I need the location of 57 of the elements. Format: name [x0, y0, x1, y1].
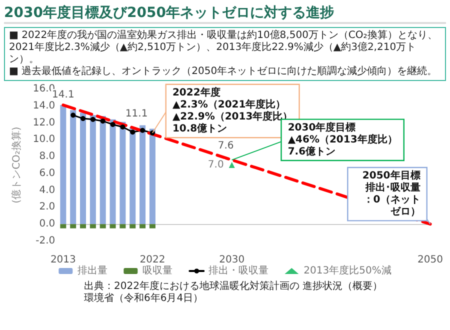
legend-label: 排出・吸収量	[208, 264, 269, 276]
point	[100, 118, 106, 124]
bar	[80, 112, 86, 224]
source-note: 出典：2022年度における地球温暖化対策計画の 進捗状況（概要）	[84, 281, 384, 292]
y-axis-title: (億トンCO₂換算)	[10, 126, 22, 204]
point	[110, 122, 116, 127]
bar	[110, 224, 116, 228]
x-tick-label: 2013	[50, 254, 76, 266]
point	[228, 162, 235, 168]
x-tick-label: 2050	[418, 254, 443, 266]
bar	[100, 116, 106, 224]
point	[120, 124, 126, 130]
bar	[90, 115, 96, 224]
legend-label: 2013年度比50%減	[304, 264, 392, 276]
bar	[120, 224, 126, 228]
annotation: 2050年目標排出･吸収量：0（ネットゼロ）	[362, 170, 420, 218]
legend-label: 排出量	[78, 264, 108, 276]
bar	[60, 105, 66, 224]
data-label: 11.1	[125, 108, 148, 120]
bar	[149, 128, 156, 224]
annotation: 2030年度目標 ▲46%（2013年度比） 7.6億トン	[288, 121, 398, 158]
bar	[120, 122, 126, 224]
data-label: 14.1	[52, 90, 74, 101]
x-tick-label: 2022	[140, 254, 166, 266]
bar	[149, 224, 156, 228]
bar	[70, 110, 76, 224]
y-tick-label: 14.0	[32, 100, 56, 112]
chart-title: 2030年度目標及び2050年ネットゼロに対する進捗	[4, 4, 446, 24]
bar	[140, 125, 146, 224]
text: 環境省（令和6年6月4日）	[84, 293, 204, 305]
point	[130, 130, 136, 135]
y-tick-label: 0.0	[39, 218, 56, 230]
bar	[70, 224, 76, 228]
legend-label: 吸収量	[142, 264, 173, 276]
point	[140, 128, 146, 133]
y-tick-label: 2.0	[39, 202, 56, 213]
bar	[80, 224, 86, 228]
point	[90, 116, 96, 122]
chart-subtitle: ■ 2022年度の我が国の温室効果ガス排出・吸収量は約10億8,500万トン（CO₂換算）となり、2021年度比2.3%減少（▲約2,510万トン）、2013年度比22.9%減少（▲約3億2,210万トン）。 ■ 過去最低値を記録し、オントラック（2050年ネットゼロに向けた順調な減少傾向）を継続。	[4, 27, 446, 81]
bar	[60, 224, 66, 228]
bar	[110, 119, 116, 224]
point	[70, 112, 76, 118]
bar	[130, 127, 136, 224]
bar	[100, 224, 106, 228]
bar	[140, 224, 146, 228]
bar	[130, 224, 136, 228]
y-tick-label: 12.0	[32, 117, 56, 128]
y-tick-label: 10.0	[32, 134, 56, 146]
x-tick-label: 2030	[219, 254, 245, 266]
data-label: 7.0	[208, 160, 224, 170]
data-label: 7.6	[218, 140, 234, 152]
bar	[90, 224, 96, 228]
y-tick-label: -2.0	[36, 236, 56, 246]
y-tick-label: 8.0	[39, 151, 56, 162]
point	[80, 116, 86, 122]
y-tick-label: 4.0	[39, 184, 56, 196]
y-tick-label: 6.0	[39, 168, 56, 179]
